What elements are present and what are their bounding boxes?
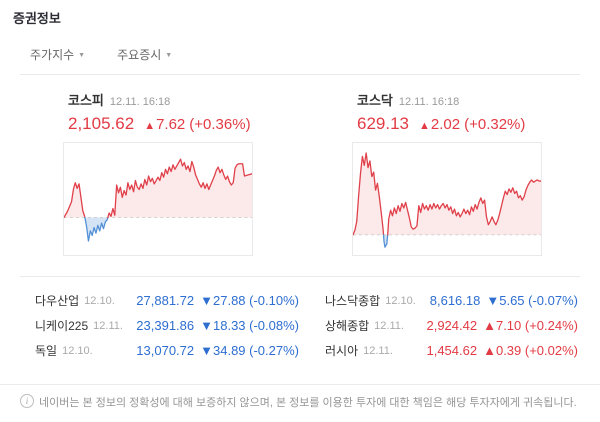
world-index-row[interactable]: 다우산업 12.10. 27,881.72 ▼27.88 (-0.10%) bbox=[35, 288, 299, 313]
kospi-change-value: 7.62 bbox=[156, 116, 186, 133]
kosdaq-header: 코스닥 12.11. 16:18 bbox=[352, 90, 542, 109]
kosdaq-change-pct: (+0.32%) bbox=[464, 116, 526, 133]
index-value: 13,070.72 ▼34.89 (-0.27%) bbox=[136, 343, 299, 358]
index-price: 8,616.18 bbox=[429, 293, 481, 308]
tab-stock-index-label: 주가지수 bbox=[30, 48, 75, 62]
index-change: ▲7.10 (+0.24%) bbox=[483, 318, 578, 333]
divider bbox=[20, 74, 580, 75]
kosdaq-price: 629.13 bbox=[357, 114, 409, 133]
tab-major-markets[interactable]: 주요증시 ▼ bbox=[117, 46, 172, 63]
index-value: 23,391.86 ▼18.33 (-0.08%) bbox=[136, 318, 299, 333]
index-name: 나스닥종합 bbox=[325, 294, 381, 308]
kospi-price: 2,105.62 bbox=[68, 114, 135, 133]
kospi-change: ▲7.62 (+0.36%) bbox=[134, 116, 250, 133]
index-name: 러시아 bbox=[325, 344, 359, 358]
index-price: 23,391.86 bbox=[136, 318, 195, 333]
kospi-panel: 코스피 12.11. 16:18 2,105.62 ▲7.62 (+0.36%) bbox=[63, 90, 253, 256]
kosdaq-name-link[interactable]: 코스닥 bbox=[357, 93, 393, 108]
world-index-row[interactable]: 상해종합 12.11. 2,924.42 ▲7.10 (+0.24%) bbox=[325, 313, 578, 338]
tab-major-markets-label: 주요증시 bbox=[117, 48, 162, 62]
index-price: 13,070.72 bbox=[136, 343, 195, 358]
index-date: 12.10. bbox=[385, 294, 416, 307]
index-change: ▼34.89 (-0.27%) bbox=[200, 343, 299, 358]
up-arrow-icon: ▲ bbox=[419, 120, 430, 132]
up-arrow-icon: ▲ bbox=[144, 120, 156, 132]
kosdaq-sparkline-chart[interactable] bbox=[352, 142, 542, 256]
disclaimer-text: 네이버는 본 정보의 정확성에 대해 보증하지 않으며, 본 정보를 이용한 투… bbox=[39, 397, 577, 409]
index-date: 12.10. bbox=[84, 294, 115, 307]
index-value: 2,924.42 ▲7.10 (+0.24%) bbox=[426, 318, 578, 333]
kosdaq-change-value: 2.02 bbox=[430, 116, 461, 133]
divider bbox=[0, 384, 600, 385]
index-value: 27,881.72 ▼27.88 (-0.10%) bbox=[136, 293, 299, 308]
index-price: 2,924.42 bbox=[426, 318, 478, 333]
divider bbox=[20, 276, 580, 277]
index-change: ▲0.39 (+0.02%) bbox=[483, 343, 578, 358]
info-icon: i bbox=[20, 394, 34, 408]
kosdaq-datetime: 12.11. 16:18 bbox=[398, 96, 460, 108]
index-name: 독일 bbox=[35, 344, 58, 358]
index-name: 니케이225 bbox=[35, 319, 89, 333]
world-index-row[interactable]: 나스닥종합 12.10. 8,616.18 ▼5.65 (-0.07%) bbox=[325, 288, 578, 313]
index-price: 27,881.72 bbox=[136, 293, 195, 308]
world-indices-left: 다우산업 12.10. 27,881.72 ▼27.88 (-0.10%) 니케이225… bbox=[35, 288, 299, 363]
index-change: ▼5.65 (-0.07%) bbox=[486, 293, 578, 308]
tab-bar: 주가지수 ▼ 주요증시 ▼ bbox=[30, 46, 172, 63]
chevron-down-icon: ▼ bbox=[165, 52, 173, 59]
kospi-name-link[interactable]: 코스피 bbox=[68, 93, 104, 108]
kosdaq-panel: 코스닥 12.11. 16:18 629.13 ▲2.02 (+0.32%) bbox=[352, 90, 542, 256]
world-index-row[interactable]: 러시아 12.11. 1,454.62 ▲0.39 (+0.02%) bbox=[325, 338, 578, 363]
disclaimer: i 네이버는 본 정보의 정확성에 대해 보증하지 않으며, 본 정보를 이용한… bbox=[20, 394, 577, 410]
index-change: ▼18.33 (-0.08%) bbox=[200, 318, 299, 333]
kospi-header: 코스피 12.11. 16:18 bbox=[63, 90, 253, 109]
index-date: 12.11. bbox=[363, 344, 393, 357]
kospi-change-pct: (+0.36%) bbox=[189, 116, 251, 133]
index-date: 12.11. bbox=[374, 319, 404, 332]
page-title: 증권정보 bbox=[13, 11, 61, 26]
kospi-quote: 2,105.62 ▲7.62 (+0.36%) bbox=[63, 114, 253, 134]
world-index-row[interactable]: 니케이225 12.11. 23,391.86 ▼18.33 (-0.08%) bbox=[35, 313, 299, 338]
kosdaq-quote: 629.13 ▲2.02 (+0.32%) bbox=[352, 114, 542, 134]
index-change: ▼27.88 (-0.10%) bbox=[200, 293, 299, 308]
world-indices-right: 나스닥종합 12.10. 8,616.18 ▼5.65 (-0.07%) 상해종합 12.… bbox=[325, 288, 578, 363]
index-value: 8,616.18 ▼5.65 (-0.07%) bbox=[430, 293, 578, 308]
kospi-datetime: 12.11. 16:18 bbox=[109, 96, 171, 108]
world-index-row[interactable]: 독일 12.10. 13,070.72 ▼34.89 (-0.27%) bbox=[35, 338, 299, 363]
index-price: 1,454.62 bbox=[426, 343, 478, 358]
index-name: 다우산업 bbox=[35, 294, 80, 308]
index-date: 12.10. bbox=[62, 344, 93, 357]
chevron-down-icon: ▼ bbox=[78, 52, 86, 59]
index-value: 1,454.62 ▲0.39 (+0.02%) bbox=[426, 343, 578, 358]
index-date: 12.11. bbox=[93, 319, 123, 332]
kosdaq-sparkline-svg bbox=[353, 143, 541, 255]
kospi-sparkline-chart[interactable] bbox=[63, 142, 253, 256]
index-name: 상해종합 bbox=[325, 319, 370, 333]
tab-stock-index[interactable]: 주가지수 ▼ bbox=[30, 46, 85, 63]
kosdaq-change: ▲2.02 (+0.32%) bbox=[409, 116, 525, 133]
kospi-sparkline-svg bbox=[64, 143, 252, 255]
